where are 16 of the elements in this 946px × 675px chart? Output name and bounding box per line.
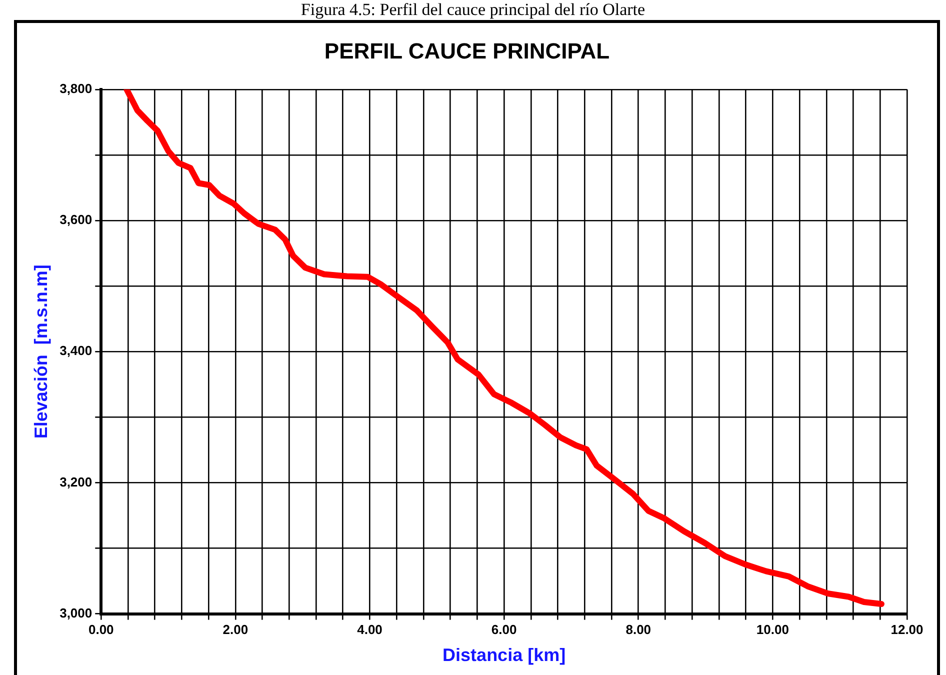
- x-tick-label: 6.00: [491, 622, 517, 638]
- x-tick-label: 0.00: [88, 622, 114, 638]
- y-tick-label: 3,400: [60, 343, 92, 358]
- y-tick-label: 3,200: [60, 474, 92, 490]
- x-tick-label: 8.00: [626, 622, 652, 638]
- y-tick-label: 3,000: [60, 605, 92, 620]
- chart-title: PERFIL CAUCE PRINCIPAL: [324, 38, 610, 64]
- y-tick-label: 3,600: [60, 212, 92, 228]
- x-tick-label: 4.00: [357, 622, 382, 638]
- x-tick-label: 2.00: [222, 622, 248, 638]
- x-tick-label: 10.00: [756, 622, 789, 638]
- x-axis-title: Distancia [km]: [442, 645, 566, 666]
- y-axis-title: Elevación [m.s.n.m]: [30, 264, 51, 439]
- y-tick-label: 3,800: [60, 80, 92, 96]
- x-tick-label: 12.00: [890, 622, 924, 638]
- text: Figura 4.5: Perfil del cauce principal del río Olarte: [300, 0, 646, 20]
